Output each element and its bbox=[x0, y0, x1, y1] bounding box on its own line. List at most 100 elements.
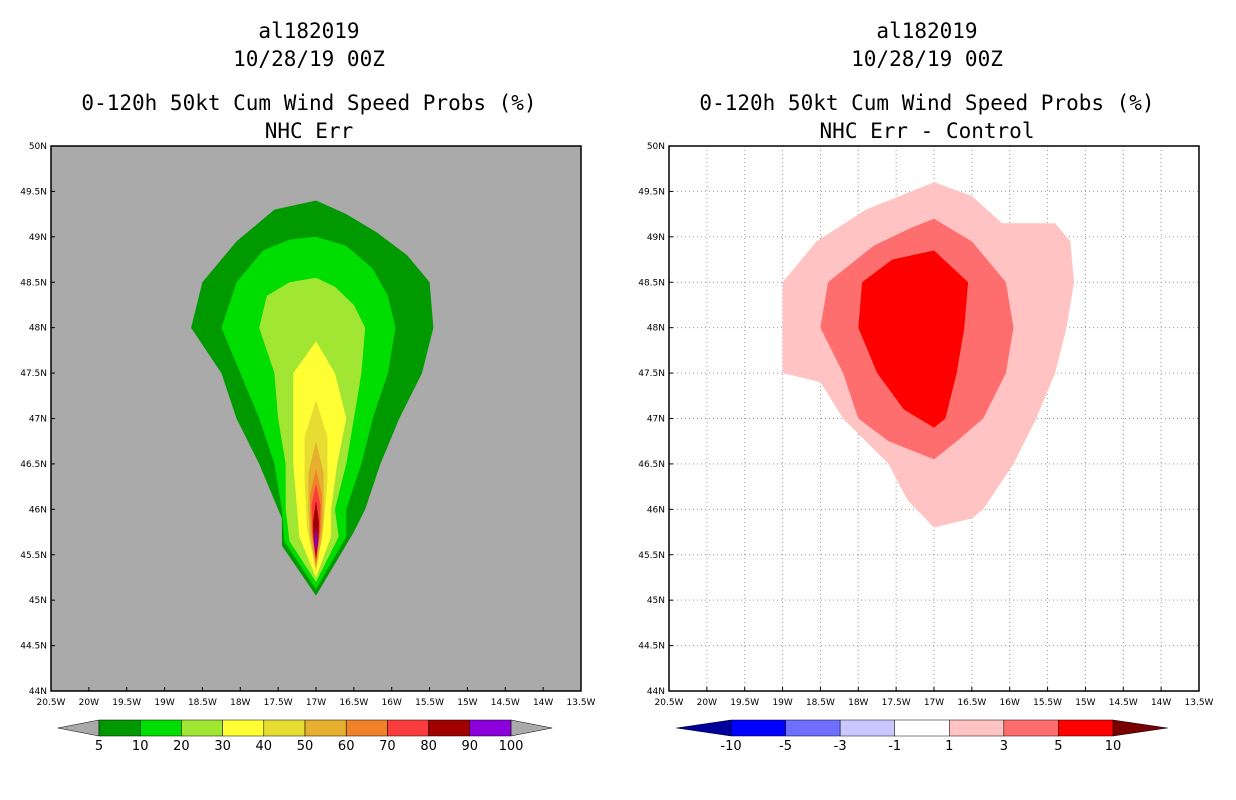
y-tick-label: 49.5N bbox=[638, 187, 665, 197]
colorbar-label: 5 bbox=[95, 739, 103, 754]
colorbar-swatch bbox=[730, 719, 786, 737]
colorbar-swatch bbox=[139, 719, 182, 737]
x-tick-label: 15.5W bbox=[415, 698, 444, 708]
date-title: 10/28/19 00Z bbox=[233, 47, 385, 71]
y-tick-label: 45.5N bbox=[638, 551, 665, 561]
product-title: 0-120h 50kt Cum Wind Speed Probs (%) bbox=[699, 91, 1155, 115]
x-tick-label: 17W bbox=[924, 698, 944, 708]
colorbar-label: 10 bbox=[132, 739, 149, 754]
y-tick-label: 44N bbox=[29, 687, 47, 697]
colorbar: 5 10 20 30 40 50 60 70 80 90 100 bbox=[57, 719, 553, 754]
x-tick-label: 14W bbox=[533, 698, 553, 708]
storm-id-title: al182019 bbox=[876, 19, 978, 43]
x-tick-label: 15W bbox=[457, 698, 477, 708]
colorbar-label: 100 bbox=[499, 739, 524, 754]
y-tick-label: 45.5N bbox=[20, 551, 47, 561]
colorbar-under-arrow bbox=[676, 719, 732, 737]
x-tick-label: 18W bbox=[848, 698, 868, 708]
colorbar-label: 10 bbox=[1105, 739, 1122, 754]
colorbar-swatch bbox=[181, 719, 223, 737]
contour-level-5 bbox=[858, 250, 969, 428]
x-tick-label: 15.5W bbox=[1033, 698, 1062, 708]
right-panel: al182019 10/28/19 00Z 0-120h 50kt Cum Wi… bbox=[618, 0, 1236, 800]
colorbar-label: 3 bbox=[1000, 739, 1008, 754]
colorbar-swatch bbox=[387, 719, 429, 737]
x-tick-label: 20W bbox=[697, 698, 717, 708]
colorbar-swatch bbox=[839, 719, 895, 737]
storm-id-title: al182019 bbox=[258, 19, 360, 43]
colorbar-swatch bbox=[98, 719, 141, 737]
x-tick-label: 17W bbox=[306, 698, 326, 708]
x-tick-label: 19W bbox=[154, 698, 174, 708]
x-tick-label: 16.5W bbox=[339, 698, 368, 708]
colorbar-label: 70 bbox=[379, 739, 396, 754]
left-panel: al182019 10/28/19 00Z 0-120h 50kt Cum Wi… bbox=[20, 19, 596, 754]
colorbar-swatch bbox=[345, 719, 388, 737]
colorbar-swatch bbox=[263, 719, 306, 737]
x-tick-label: 16W bbox=[1000, 698, 1020, 708]
colorbar-swatch bbox=[304, 719, 347, 737]
colorbar-label: 40 bbox=[256, 739, 273, 754]
x-tick-label: 20W bbox=[79, 698, 99, 708]
colorbar-label: -10 bbox=[720, 739, 741, 754]
y-tick-label: 47.5N bbox=[638, 369, 665, 379]
x-tick-label: 14.5W bbox=[1109, 698, 1138, 708]
x-tick-label: 16W bbox=[382, 698, 402, 708]
x-tick-label: 15W bbox=[1075, 698, 1095, 708]
x-tick-label: 19.5W bbox=[730, 698, 759, 708]
y-tick-label: 46N bbox=[647, 505, 665, 515]
subtitle: NHC Err - Control bbox=[819, 119, 1035, 143]
x-tick-label: 16.5W bbox=[957, 698, 986, 708]
y-tick-label: 48N bbox=[647, 324, 665, 334]
subtitle: NHC Err bbox=[264, 119, 354, 143]
colorbar: -10 -5 -3 -1 1 3 5 10 bbox=[676, 719, 1168, 754]
colorbar-label: 20 bbox=[173, 739, 190, 754]
colorbar-label: 30 bbox=[214, 739, 231, 754]
colorbar-swatch bbox=[469, 719, 512, 737]
y-tick-label: 47N bbox=[647, 415, 665, 425]
colorbar-swatch bbox=[1003, 719, 1059, 737]
y-tick-label: 48.5N bbox=[638, 278, 665, 288]
difference-map: 20.5W 20W 19.5W 19W 18.5W 18W 17.5W 17W 16.5W 16W… bbox=[638, 142, 1214, 754]
x-tick-label: 20.5W bbox=[37, 698, 66, 708]
y-tick-label: 50N bbox=[647, 142, 665, 152]
colorbar-label: 60 bbox=[338, 739, 355, 754]
colorbar-label: 5 bbox=[1054, 739, 1062, 754]
y-tick-label: 48N bbox=[29, 324, 47, 334]
probability-map: 20.5W 20W 19.5W 19W 18.5W 18W 17.5W 17W 16.5W 16W… bbox=[20, 142, 596, 754]
y-tick-label: 46N bbox=[29, 505, 47, 515]
x-tick-label: 18W bbox=[230, 698, 250, 708]
y-tick-label: 47.5N bbox=[20, 369, 47, 379]
x-tick-label: 18.5W bbox=[188, 698, 217, 708]
y-tick-label: 47N bbox=[29, 415, 47, 425]
colorbar-swatch bbox=[1058, 719, 1114, 737]
colorbar-over-arrow bbox=[510, 719, 553, 737]
contour-level-90 bbox=[314, 525, 318, 553]
y-tick-label: 44N bbox=[647, 687, 665, 697]
y-tick-label: 46.5N bbox=[638, 460, 665, 470]
x-tick-label: 20.5W bbox=[655, 698, 684, 708]
x-tick-label: 14.5W bbox=[491, 698, 520, 708]
x-tick-label: 14W bbox=[1151, 698, 1171, 708]
y-tick-label: 46.5N bbox=[20, 460, 47, 470]
colorbar-swatch bbox=[894, 719, 950, 737]
colorbar-label: -5 bbox=[779, 739, 792, 754]
colorbar-over-arrow bbox=[1112, 719, 1168, 737]
x-tick-label: 13.5W bbox=[567, 698, 596, 708]
x-tick-label: 19W bbox=[772, 698, 792, 708]
colorbar-label: 80 bbox=[420, 739, 437, 754]
x-tick-label: 18.5W bbox=[806, 698, 835, 708]
colorbar-label: 1 bbox=[945, 739, 953, 754]
y-tick-label: 49.5N bbox=[20, 187, 47, 197]
colorbar-swatch bbox=[428, 719, 471, 737]
colorbar-swatch bbox=[785, 719, 841, 737]
colorbar-label: 90 bbox=[462, 739, 479, 754]
colorbar-label: -3 bbox=[834, 739, 847, 754]
x-tick-label: 17.5W bbox=[882, 698, 911, 708]
date-title: 10/28/19 00Z bbox=[851, 47, 1003, 71]
y-tick-label: 44.5N bbox=[638, 642, 665, 652]
y-tick-label: 45N bbox=[647, 596, 665, 606]
y-tick-label: 48.5N bbox=[20, 278, 47, 288]
colorbar-label: -1 bbox=[888, 739, 901, 754]
x-tick-label: 13.5W bbox=[1185, 698, 1214, 708]
